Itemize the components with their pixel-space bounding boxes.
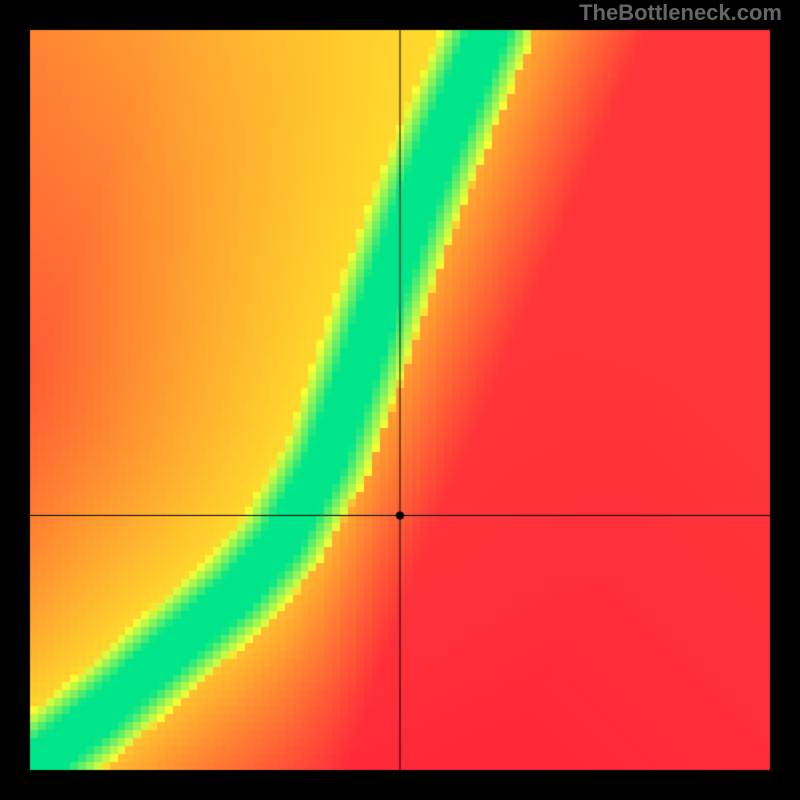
- chart-container: TheBottleneck.com: [0, 0, 800, 800]
- bottleneck-heatmap: [0, 0, 800, 800]
- attribution-text: TheBottleneck.com: [579, 0, 782, 26]
